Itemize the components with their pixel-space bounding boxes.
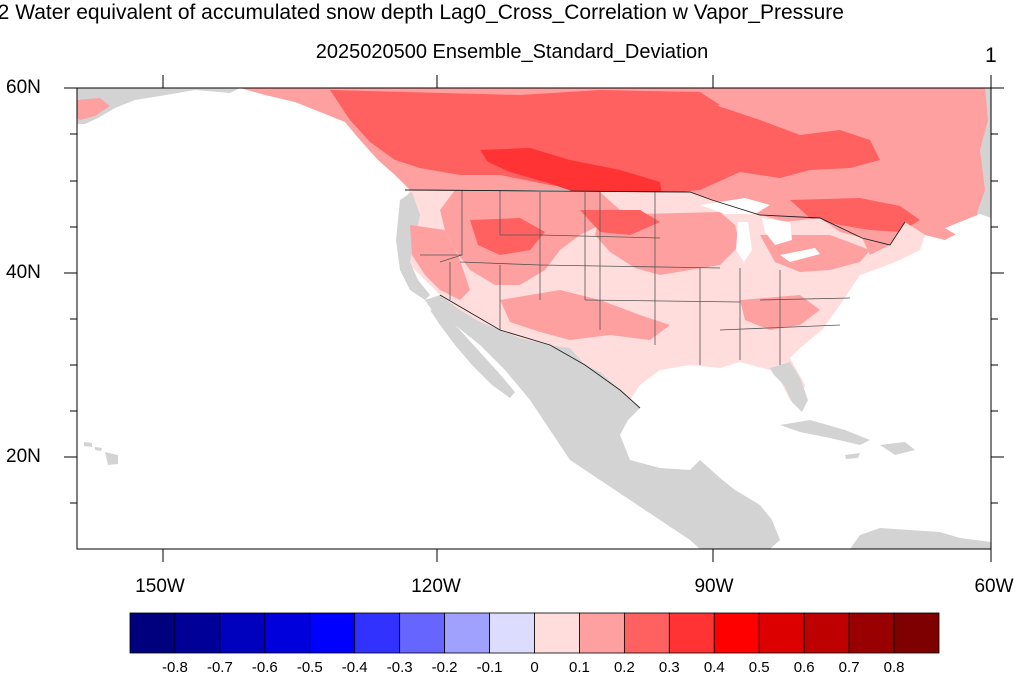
axis-ticks: [64, 75, 1004, 562]
country-borders: [404, 189, 906, 409]
lake-erie: [780, 248, 820, 262]
colorbar-swatch: [893, 612, 940, 654]
colorbar-swatch: [309, 612, 356, 654]
colorbar-tick-label: 0.8: [883, 659, 905, 676]
us-patch-southwest: [500, 290, 670, 340]
figure-subtitle: 2025020500 Ensemble_Standard_Deviation: [315, 41, 709, 63]
south-america: [850, 528, 991, 549]
jamaica: [845, 453, 860, 459]
colorbar-tick-label: 0.5: [748, 659, 770, 676]
us-patch-wyoming: [470, 218, 545, 255]
us-patch-west: [410, 225, 470, 300]
northern-patch-03: [520, 90, 720, 112]
colorbar-swatch: [579, 612, 625, 654]
lat-label-60n: 60N: [6, 77, 41, 98]
colorbar-tick-label: 0.2: [613, 659, 635, 676]
colorbar-tick-label: -0.7: [206, 659, 233, 676]
labrador-edge: [975, 88, 991, 225]
colorbar-swatch: [444, 612, 490, 654]
lon-label-150w: 150W: [135, 576, 185, 597]
baja-california: [430, 310, 515, 398]
colorbar-swatch: [668, 612, 715, 654]
colorbar-swatch: [623, 612, 670, 654]
hispaniola: [880, 442, 915, 455]
lon-label-90w: 90W: [694, 576, 734, 597]
lon-label-60w: 60W: [974, 576, 1014, 597]
ontario-band-03: [790, 198, 920, 232]
colorbar-tick-label: -0.2: [431, 659, 458, 676]
colorbar-swatch: [174, 612, 221, 654]
colorbar-tick-label: 0.1: [569, 659, 590, 676]
colorbar-tick-label: -0.6: [251, 659, 278, 676]
colorbar-tick-label: 0.6: [793, 659, 815, 676]
colorbar: [129, 612, 940, 654]
lon-label-120w: 120W: [411, 576, 461, 597]
lat-label-40n: 40N: [6, 262, 41, 283]
colorbar-tick-label: -0.1: [476, 659, 503, 676]
colorbar-swatch: [264, 612, 311, 654]
colorbar-swatch: [758, 612, 805, 654]
colorbar-swatch: [399, 612, 446, 654]
colorbar-swatch: [489, 612, 535, 654]
colorbar-swatch: [803, 612, 850, 654]
lake-huron: [762, 218, 792, 245]
hawaii-islands: [84, 442, 102, 451]
colorbar-swatch: [713, 612, 760, 654]
florida: [770, 362, 808, 412]
colorbar-tick-label: 0: [530, 659, 539, 676]
lat-label-20n: 20N: [6, 446, 41, 467]
hudson-strait: [945, 214, 991, 240]
colorbar-swatch: [354, 612, 401, 654]
colorbar-tick-label: 0.4: [703, 659, 725, 676]
lake-superior: [700, 198, 770, 214]
colorbar-tick-label: -0.3: [386, 659, 413, 676]
canada-band-03: [330, 90, 880, 195]
colorbar-swatch: [534, 612, 580, 654]
alaska-coast: [77, 88, 240, 124]
cuba: [780, 420, 870, 445]
lake-michigan: [736, 222, 752, 262]
colorbar-tick-label: -0.8: [162, 659, 188, 676]
colorbar-tick-label: -0.4: [341, 659, 368, 676]
colorbar-tick-label: 0.7: [838, 659, 860, 676]
mexico-region: [425, 295, 780, 549]
colorbar-tick-label: 0.3: [658, 659, 680, 676]
figure-title: 12 Water equivalent of accumulated snow …: [0, 1, 844, 24]
panel-number: 1: [985, 44, 997, 67]
alaska-shade: [77, 98, 110, 120]
colorbar-swatch: [848, 612, 895, 654]
colorbar-tick-label: -0.5: [296, 659, 323, 676]
colorbar-swatch: [129, 612, 176, 654]
colorbar-swatch: [219, 612, 266, 654]
hawaii-big-island: [105, 452, 118, 465]
